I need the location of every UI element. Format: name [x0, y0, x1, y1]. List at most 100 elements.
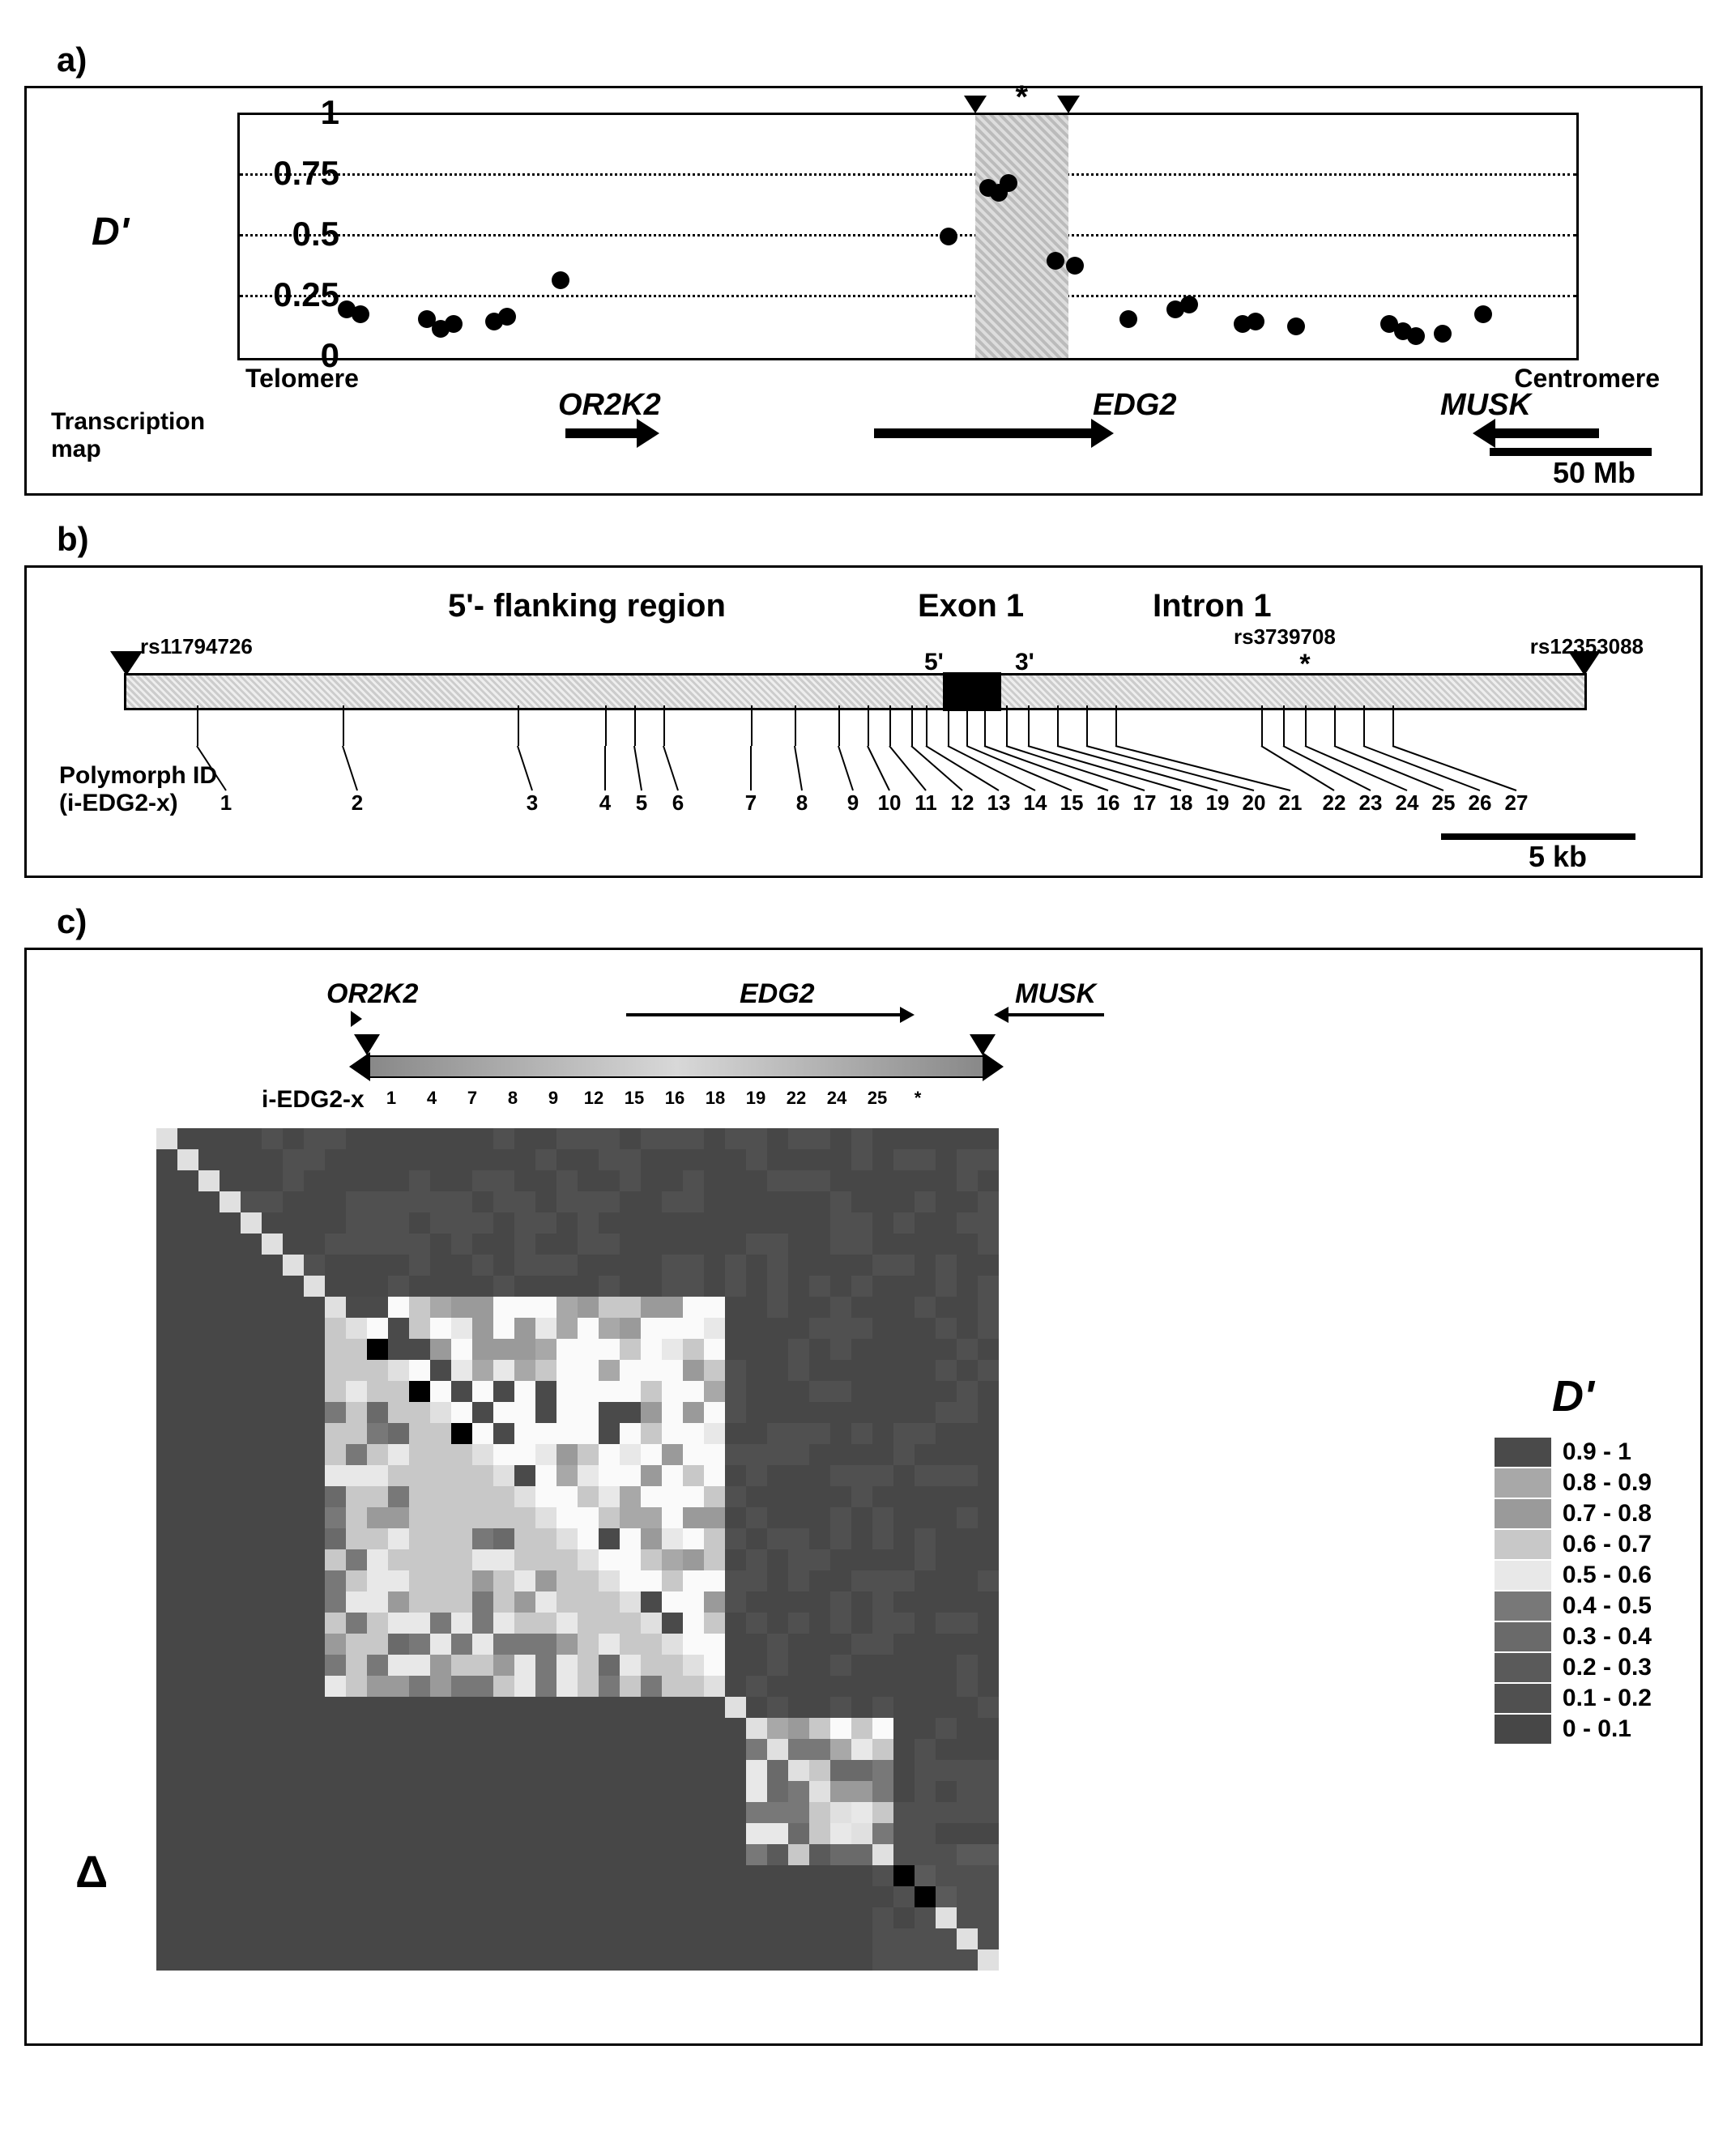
legend-row: 0.2 - 0.3 [1495, 1653, 1652, 1682]
edg2-label-c: EDG2 [740, 978, 815, 1010]
three-prime-label: 3' [1015, 649, 1034, 676]
polymorph-id-number: 5 [636, 790, 647, 816]
ytick-a: 1 [321, 93, 339, 132]
flanking-region-label: 5'- flanking region [448, 588, 726, 624]
rs-mid-label: rs3739708 [1234, 624, 1336, 650]
rs-left-label: rs11794726 [140, 634, 253, 659]
index-label-c: 9 [548, 1088, 558, 1109]
legend-row: 0.1 - 0.2 [1495, 1684, 1652, 1713]
scale-bar-b [1441, 833, 1635, 840]
polymorph-id-number: 22 [1323, 790, 1346, 816]
gene-label: MUSK [1440, 388, 1531, 423]
polymorph-id-number: 2 [352, 790, 363, 816]
data-point [1247, 313, 1264, 330]
polymorph-id-number: 7 [745, 790, 757, 816]
panel-a: D' * Telomere Centromere Transcription m… [24, 86, 1703, 496]
polymorph-id-number: 21 [1279, 790, 1303, 816]
polymorph-id-number: 6 [672, 790, 684, 816]
polymorph-id-number: 12 [951, 790, 974, 816]
legend-row: 0.8 - 0.9 [1495, 1468, 1652, 1498]
legend-row: 0 - 0.1 [1495, 1715, 1652, 1744]
index-label-c: 1 [386, 1088, 396, 1109]
data-point [1066, 257, 1084, 275]
polymorph-id-number: 11 [915, 790, 937, 816]
five-prime-label: 5' [924, 649, 944, 676]
data-point [1047, 252, 1064, 270]
polymorph-id-number: 14 [1024, 790, 1047, 816]
polymorph-id-number: 23 [1359, 790, 1383, 816]
polymorph-id-number: 3 [527, 790, 538, 816]
index-label-c: 18 [706, 1088, 725, 1109]
intron1-label: Intron 1 [1153, 588, 1272, 624]
legend-row: 0.9 - 1 [1495, 1438, 1652, 1467]
data-point [1407, 327, 1425, 345]
data-point [498, 308, 516, 326]
data-point [352, 305, 369, 323]
polymorph-id-number: 25 [1432, 790, 1456, 816]
centromere-label: Centromere [1514, 364, 1660, 394]
panel-b-label: b) [57, 520, 1703, 559]
panel-b: 5'- flanking region Exon 1 Intron 1 rs11… [24, 565, 1703, 878]
exon1-label: Exon 1 [918, 588, 1024, 624]
polymorph-id-number: 1 [220, 790, 232, 816]
scale-bar-a [1490, 448, 1652, 456]
ytick-a: 0 [321, 336, 339, 375]
polymorph-id-number: 15 [1060, 790, 1084, 816]
polymorph-id-number: 26 [1469, 790, 1492, 816]
region-bar-c [367, 1055, 986, 1078]
polymorph-id-number: 18 [1170, 790, 1193, 816]
gene-label: EDG2 [1093, 388, 1176, 423]
data-point [1434, 325, 1452, 343]
legend-row: 0.3 - 0.4 [1495, 1622, 1652, 1651]
index-label-c: 22 [787, 1088, 806, 1109]
data-point [1000, 174, 1017, 192]
index-label-c: 4 [427, 1088, 437, 1109]
data-point [1287, 317, 1305, 335]
legend-title: D' [1495, 1371, 1652, 1421]
musk-label-c: MUSK [1015, 978, 1096, 1010]
index-label-c: 19 [746, 1088, 765, 1109]
delta-label: Δ [75, 1845, 108, 1898]
index-label-c: 16 [665, 1088, 684, 1109]
ld-heatmap [156, 1128, 999, 1971]
polymorph-id-number: 4 [599, 790, 611, 816]
ytick-a: 0.5 [292, 215, 339, 254]
polymorph-id-title: Polymorph ID (i-EDG2-x) [59, 762, 217, 817]
transcription-map-label: Transcription map [51, 408, 205, 463]
polymorph-id-number: 24 [1396, 790, 1419, 816]
scale-label-b: 5 kb [1529, 840, 1587, 874]
index-label-c: 7 [467, 1088, 477, 1109]
data-point [1180, 296, 1198, 313]
index-label-c: 25 [868, 1088, 887, 1109]
legend-row: 0.7 - 0.8 [1495, 1499, 1652, 1528]
scale-label-a: 50 Mb [1553, 456, 1635, 490]
index-label-c: 24 [827, 1088, 846, 1109]
polymorph-id-number: 16 [1097, 790, 1120, 816]
iedg2-label: i-EDG2-x [262, 1086, 365, 1114]
gene-label: OR2K2 [558, 388, 661, 423]
index-label-c: 8 [508, 1088, 518, 1109]
scatter-plot-a: * [237, 113, 1579, 360]
polymorph-id-number: 20 [1243, 790, 1266, 816]
telomere-label: Telomere [245, 364, 359, 394]
data-point [445, 315, 463, 333]
index-label-c: 12 [584, 1088, 603, 1109]
or2k2-label-c: OR2K2 [326, 978, 418, 1010]
polymorph-id-number: 27 [1505, 790, 1529, 816]
panel-c: OR2K2 EDG2 MUSK i-EDG2-x 1 4 7 8 9 12 15 16 18 19… [24, 948, 1703, 2046]
data-point [940, 228, 957, 245]
polymorph-id-number: 19 [1206, 790, 1230, 816]
polymorph-id-number: 8 [796, 790, 808, 816]
data-point [1119, 310, 1137, 328]
data-point [552, 271, 569, 289]
polymorph-id-number: 13 [987, 790, 1011, 816]
panel-a-label: a) [57, 40, 1703, 79]
index-label-c: * [915, 1088, 922, 1109]
ytick-a: 0.25 [273, 275, 339, 314]
data-point [1474, 305, 1492, 323]
panel-c-label: c) [57, 902, 1703, 941]
legend-row: 0.5 - 0.6 [1495, 1561, 1652, 1590]
legend-row: 0.4 - 0.5 [1495, 1591, 1652, 1621]
y-axis-label-a: D' [92, 210, 129, 254]
index-label-c: 15 [625, 1088, 644, 1109]
